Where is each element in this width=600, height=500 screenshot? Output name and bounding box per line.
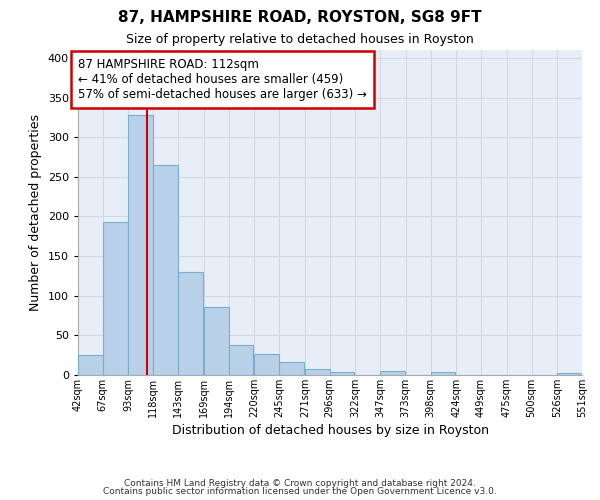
Text: Contains HM Land Registry data © Crown copyright and database right 2024.: Contains HM Land Registry data © Crown c… [124,478,476,488]
Bar [305,368,329,375]
Text: Contains public sector information licensed under the Open Government Licence v3: Contains public sector information licen… [103,487,497,496]
Text: Size of property relative to detached houses in Royston: Size of property relative to detached ho… [126,32,474,46]
Bar [254,354,279,375]
Bar [103,222,128,375]
Bar [128,115,153,375]
Bar [178,272,203,375]
X-axis label: Distribution of detached houses by size in Royston: Distribution of detached houses by size … [172,424,488,437]
Bar [329,372,354,375]
Bar [279,362,304,375]
Bar [153,165,178,375]
Bar [431,372,455,375]
Y-axis label: Number of detached properties: Number of detached properties [29,114,42,311]
Text: 87 HAMPSHIRE ROAD: 112sqm
← 41% of detached houses are smaller (459)
57% of semi: 87 HAMPSHIRE ROAD: 112sqm ← 41% of detac… [78,58,367,101]
Text: 87, HAMPSHIRE ROAD, ROYSTON, SG8 9FT: 87, HAMPSHIRE ROAD, ROYSTON, SG8 9FT [118,10,482,25]
Bar [380,371,405,375]
Bar [557,372,582,375]
Bar [78,355,103,375]
Bar [204,307,229,375]
Bar [229,345,253,375]
